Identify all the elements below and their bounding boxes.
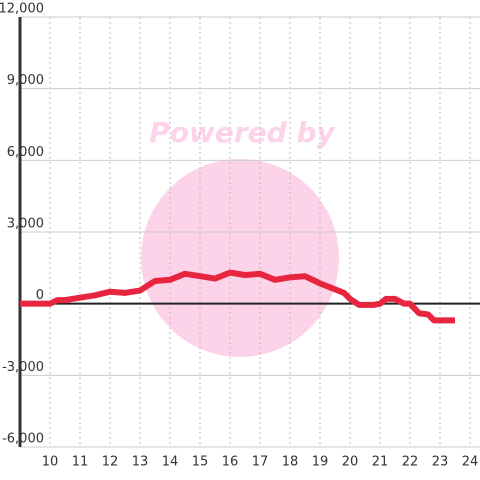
x-tick-label: 17: [252, 455, 269, 470]
x-tick-label: 19: [312, 455, 329, 470]
x-tick-label: 23: [432, 455, 449, 470]
watermark-text: Powered by: [149, 116, 336, 149]
x-tick-label: 24: [462, 455, 479, 470]
x-tick-label: 13: [132, 455, 149, 470]
y-tick-label: 3,000: [7, 217, 44, 232]
x-tick-label: 10: [42, 455, 59, 470]
x-tick-label: 12: [102, 455, 119, 470]
x-tick-label: 18: [282, 455, 299, 470]
x-tick-label: 15: [192, 455, 209, 470]
watermark-logo: [141, 159, 339, 357]
x-tick-label: 21: [372, 455, 389, 470]
x-tick-label: 22: [402, 455, 419, 470]
y-tick-label: 12,000: [0, 2, 44, 17]
x-tick-label: 16: [222, 455, 239, 470]
y-tick-label: -6,000: [2, 432, 44, 447]
y-tick-label: 6,000: [7, 145, 44, 160]
x-tick-label: 20: [342, 455, 359, 470]
y-tick-label: 0: [36, 288, 44, 303]
x-tick-label: 11: [72, 455, 89, 470]
y-tick-label: -3,000: [2, 360, 44, 375]
data-line: [20, 269, 455, 324]
x-tick-label: 14: [162, 455, 179, 470]
y-tick-label: 9,000: [7, 73, 44, 88]
